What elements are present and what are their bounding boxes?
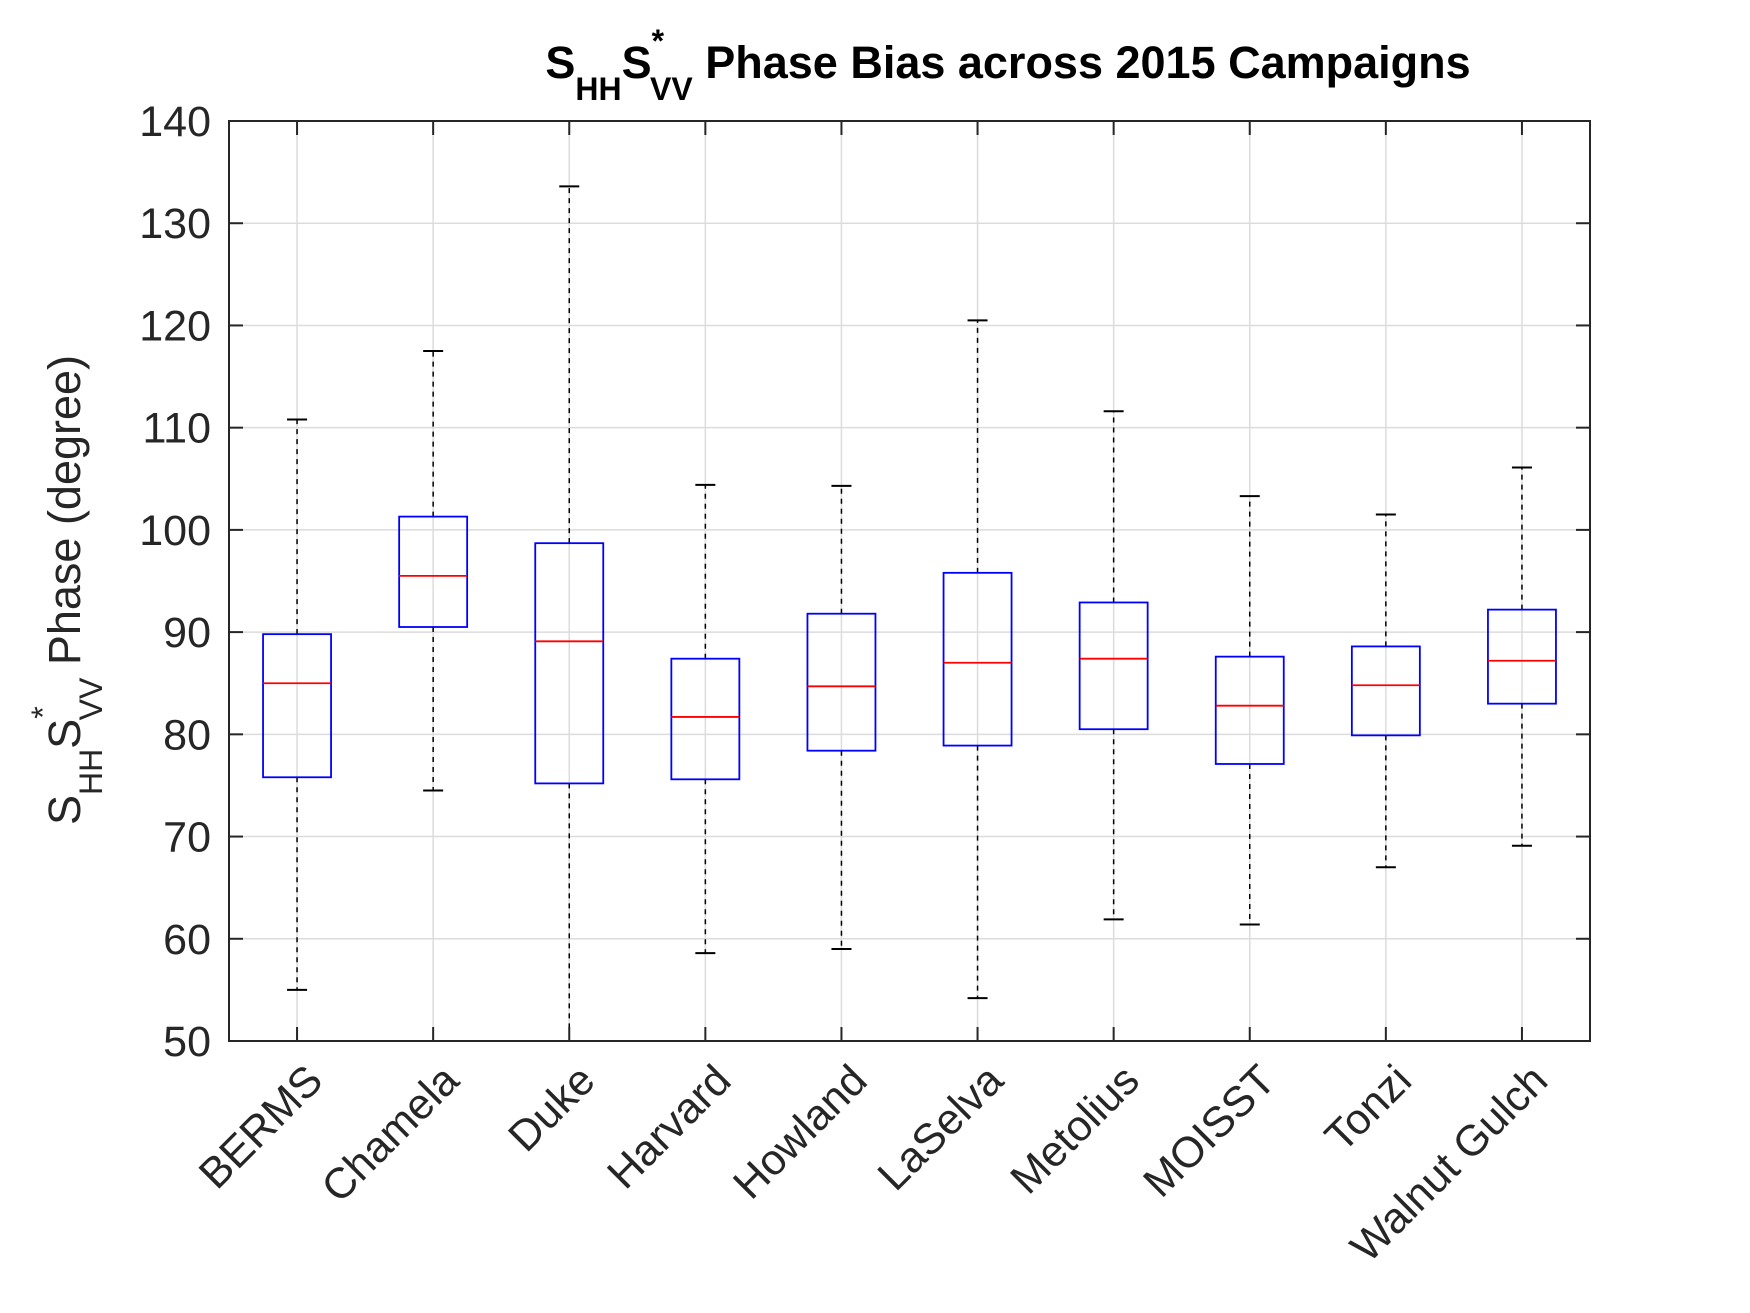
y-tick-label: 70 bbox=[163, 814, 211, 862]
y-tick-label: 120 bbox=[139, 302, 211, 350]
x-tick-label: Metolius bbox=[1002, 1056, 1149, 1203]
x-tick-label: Tonzi bbox=[1316, 1056, 1421, 1161]
iqr-box bbox=[1078, 601, 1149, 731]
box-group bbox=[670, 483, 741, 955]
x-tick-label: MOISST bbox=[1134, 1056, 1285, 1207]
x-tick-label: Howland bbox=[724, 1056, 876, 1208]
y-tick-label: 50 bbox=[163, 1018, 211, 1066]
boxes-layer bbox=[262, 185, 1557, 1041]
iqr-box bbox=[1350, 645, 1421, 737]
box-group bbox=[1350, 513, 1421, 869]
title-sub-vv: VV bbox=[650, 71, 693, 107]
y-tick-label: 60 bbox=[163, 916, 211, 964]
box-group bbox=[1214, 495, 1285, 926]
ylabel-s2: S bbox=[39, 719, 90, 749]
title-sup-star: * bbox=[652, 23, 665, 59]
y-tick-label: 110 bbox=[142, 405, 211, 453]
iqr-box bbox=[1487, 608, 1557, 705]
y-axis-label: SHHS* VV Phase (degree) bbox=[25, 355, 109, 825]
ylabel-sub-vv: VV bbox=[73, 677, 109, 720]
y-tick-label: 90 bbox=[163, 609, 211, 657]
box-group bbox=[534, 185, 605, 1041]
x-tick-label: LaSelva bbox=[869, 1056, 1013, 1200]
title-s1: S bbox=[545, 37, 575, 88]
ylabel-s1: S bbox=[39, 795, 90, 825]
ylabel-sup-star: * bbox=[25, 706, 61, 718]
x-tick-label: Duke bbox=[499, 1056, 604, 1161]
box-group bbox=[942, 319, 1013, 1000]
iqr-box bbox=[1214, 655, 1285, 765]
ylabel-sub-hh: HH bbox=[73, 749, 109, 795]
iqr-box bbox=[262, 633, 332, 779]
ylabel-rest: Phase (degree) bbox=[39, 355, 90, 678]
x-tick-label: BERMS bbox=[190, 1056, 332, 1198]
y-tick-label: 140 bbox=[139, 98, 211, 146]
x-tick-label: Harvard bbox=[598, 1056, 740, 1198]
iqr-box bbox=[398, 515, 469, 628]
box-group bbox=[262, 418, 332, 991]
title-sub-hh: HH bbox=[575, 71, 621, 107]
y-tick-label: 100 bbox=[139, 507, 211, 555]
iqr-box bbox=[670, 657, 741, 781]
box-group bbox=[1078, 410, 1149, 921]
axes-frame bbox=[228, 120, 1591, 1042]
axes-layer bbox=[228, 120, 1591, 1042]
x-tick-label: Chamela bbox=[313, 1056, 469, 1212]
grid-layer bbox=[229, 120, 1590, 1042]
y-tick-label: 130 bbox=[139, 200, 211, 248]
title-rest: Phase Bias across 2015 Campaigns bbox=[693, 37, 1471, 88]
iqr-box bbox=[534, 542, 605, 785]
title-s2: S bbox=[622, 37, 652, 88]
iqr-box bbox=[942, 571, 1013, 747]
box-group bbox=[398, 350, 469, 792]
box-group bbox=[1487, 466, 1557, 847]
y-tick-label: 80 bbox=[163, 711, 211, 759]
chart-title: SHHS* VV Phase Bias across 2015 Campaigns bbox=[545, 23, 1470, 107]
iqr-box bbox=[806, 612, 877, 752]
box-group bbox=[806, 484, 877, 950]
